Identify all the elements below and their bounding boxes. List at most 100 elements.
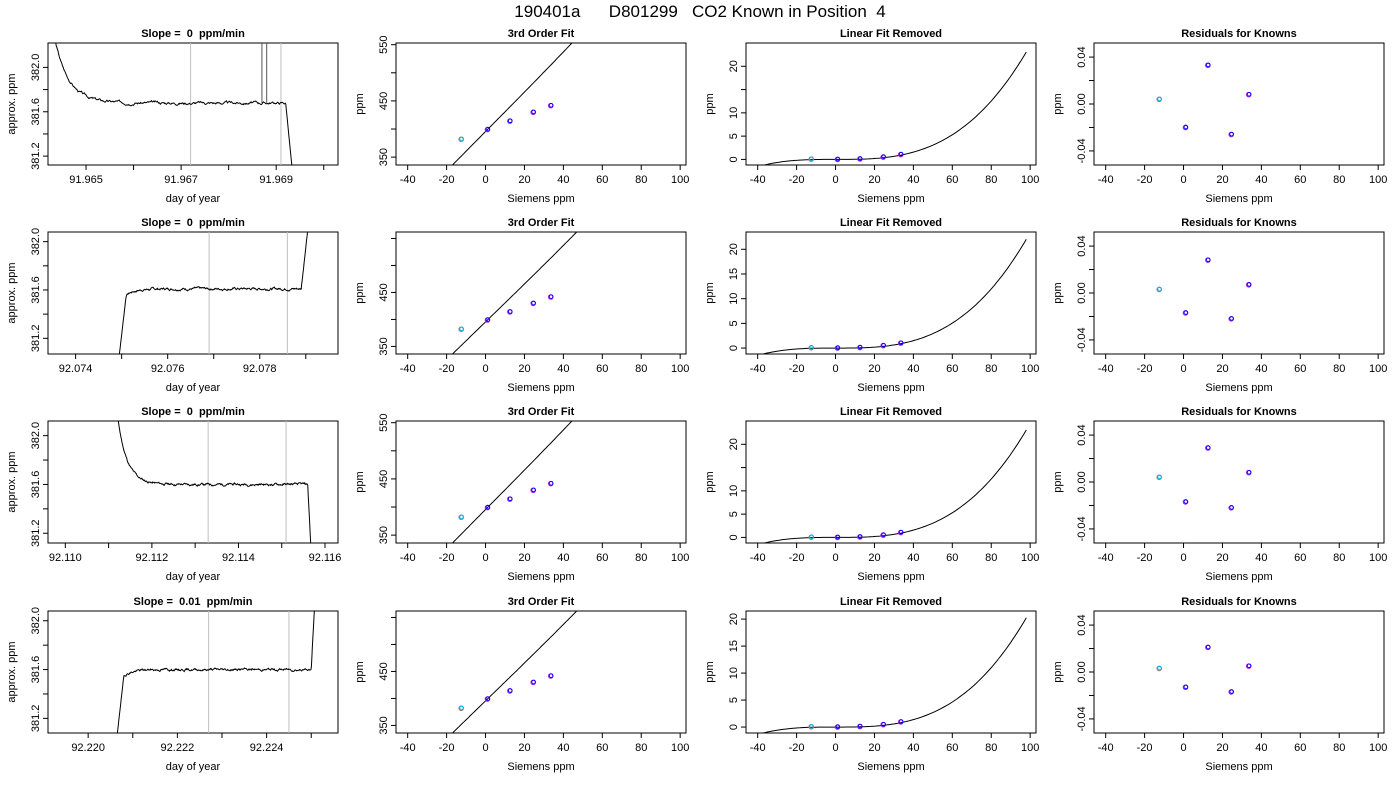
panel-2-1: 3rd Order Fit Siemens ppm ppm -40 -20 0 20 40 60… [354,406,689,583]
data-point [858,534,863,539]
data-point [548,294,554,299]
x-tick-label: 60 [946,174,958,186]
x-tick-label: 60 [1294,552,1306,564]
x-tick-label: 80 [1333,552,1345,564]
y-axis-label: approx. ppm [6,262,18,323]
x-tick-label: -40 [400,363,416,375]
x-tick-label: -40 [750,552,766,564]
x-tick-label: 40 [1255,174,1267,186]
x-tick-label: -20 [439,174,455,186]
y-tick-label: 0.00 [1076,471,1088,492]
data-point [548,480,554,486]
data-point [1157,474,1162,480]
x-tick-label: -20 [1137,174,1153,186]
y-tick-label: 20 [728,60,740,72]
panel-title: Residuals for Knowns [1181,28,1297,40]
data-point [898,340,904,345]
y-tick-label: 381.6 [30,276,42,304]
data-point [898,151,904,157]
data-point [531,109,536,115]
y-tick-label: 350 [378,526,390,544]
fit-curve [762,51,1027,165]
y-tick-label: 450 [378,470,390,488]
panel-title: Linear Fit Removed [840,217,942,229]
x-tick-label: 92.224 [250,742,284,754]
y-tick-label: 450 [378,92,390,110]
x-tick-label: 20 [518,363,530,375]
y-axis-label: ppm [704,282,716,303]
x-tick-label: 92.112 [135,552,168,564]
data-point [809,345,814,350]
x-tick-label: 80 [635,742,647,754]
x-tick-label: 92.114 [222,552,255,564]
x-tick-label: -40 [750,363,766,375]
plot-frame [395,420,687,544]
x-tick-label: -40 [1098,174,1114,186]
panel-2-2: Linear Fit Removed Siemens ppm ppm -40 -20 0 2… [704,406,1039,583]
x-tick-label: 0 [482,552,488,564]
x-tick-label: 20 [868,174,880,186]
x-tick-label: 100 [1369,552,1387,564]
x-tick-label: 40 [557,552,569,564]
y-tick-label: 381.2 [30,705,42,733]
panel-1-0: Slope = 0 ppm/min day of year approx. ppm 9… [6,217,339,394]
x-tick-label: 0 [832,552,838,564]
x-tick-label: 40 [907,552,919,564]
x-tick-label: 40 [907,363,919,375]
y-tick-label: 350 [378,148,390,166]
data-point [459,326,464,332]
x-tick-label: 92.074 [59,363,93,375]
y-tick-label: 0 [728,534,740,540]
panel-1-3: Residuals for Knowns Siemens ppm ppm -40 -20… [1052,217,1387,394]
plot-frame [1093,42,1385,166]
plot-frame [1093,420,1385,544]
plot-frame [47,42,339,166]
data-point [881,721,886,727]
x-tick-label: 80 [635,363,647,375]
y-tick-label: 15 [728,640,740,652]
concentration-trace [116,611,315,733]
x-axis-label: Siemens ppm [1205,761,1272,773]
x-axis-label: day of year [166,761,221,773]
y-tick-label: 381.6 [30,98,42,126]
x-tick-label: -40 [400,742,416,754]
fit-curve [451,43,573,165]
data-point [858,344,863,350]
data-point [508,496,513,501]
x-tick-label: -20 [439,552,455,564]
data-point [1183,124,1189,130]
x-axis-label: day of year [166,193,221,205]
y-tick-label: -0.04 [1076,327,1088,352]
panel-title: Residuals for Knowns [1181,596,1297,608]
y-tick-label: 20 [728,613,740,625]
x-tick-label: 92.116 [309,552,342,564]
data-point [548,673,554,678]
data-point [809,156,814,162]
panel-title: 3rd Order Fit [508,596,575,608]
x-tick-label: 92.110 [49,552,82,564]
panel-2-3: Residuals for Knowns Siemens ppm ppm -40 -20… [1052,406,1387,583]
x-tick-label: 40 [557,174,569,186]
y-tick-label: 550 [378,36,390,54]
panel-0-0: Slope = 0 ppm/min day of year approx. ppm 9… [6,28,339,205]
plot-frame [745,231,1037,355]
x-tick-label: -20 [789,174,805,186]
y-tick-label: 382.0 [30,54,42,82]
plot-frame [1093,231,1385,355]
concentration-trace [118,232,308,354]
x-axis-label: Siemens ppm [507,382,574,394]
panel-title: 3rd Order Fit [508,217,575,229]
plot-frame [395,42,687,166]
x-tick-label: 0 [482,174,488,186]
y-tick-label: 5 [728,320,740,326]
y-tick-label: 381.2 [30,519,42,547]
plot-frame [47,610,339,734]
data-point [459,705,464,711]
x-tick-label: -20 [789,363,805,375]
data-point [1246,91,1252,97]
x-tick-label: 20 [518,174,530,186]
x-tick-label: 0 [832,174,838,186]
y-tick-label: 450 [378,283,390,301]
x-tick-label: 40 [557,363,569,375]
x-tick-label: 40 [907,174,919,186]
